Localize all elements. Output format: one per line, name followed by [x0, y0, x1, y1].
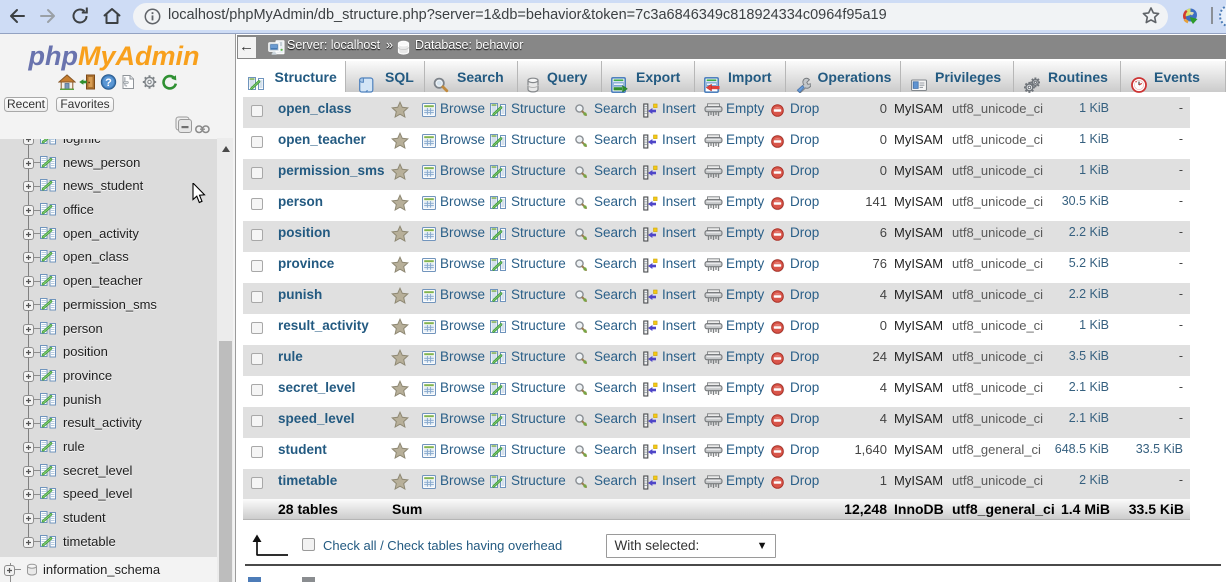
- svg-text:?: ?: [105, 77, 112, 89]
